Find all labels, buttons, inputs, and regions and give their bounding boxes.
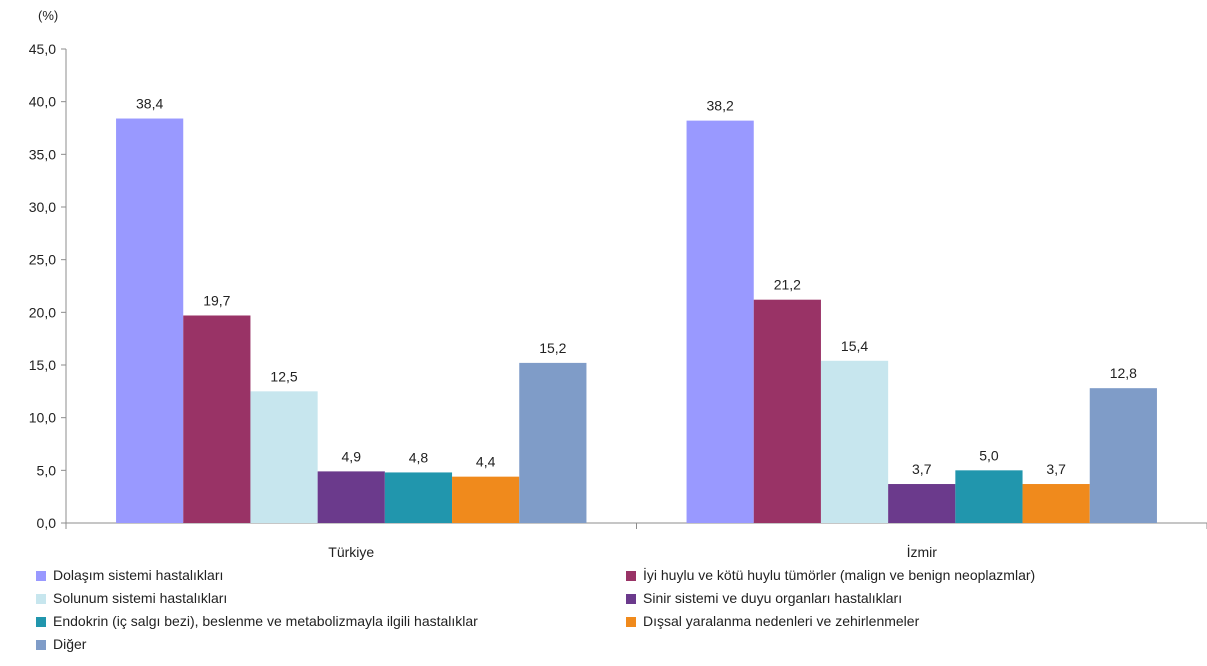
y-tick-label: 20,0 <box>29 304 56 320</box>
bar <box>1089 388 1157 523</box>
bar <box>686 120 754 524</box>
bar-value-label: 3,7 <box>912 461 932 477</box>
legend-item: Diğer <box>36 635 86 653</box>
bar <box>1022 484 1090 523</box>
legend-item: Dışsal yaralanma nedenleri ve zehirlenme… <box>626 612 919 630</box>
y-tick-label: 25,0 <box>29 252 56 268</box>
bar-value-label: 21,2 <box>774 277 801 293</box>
legend-item: Sinir sistemi ve duyu organları hastalık… <box>626 589 902 607</box>
legend-swatch <box>36 594 46 604</box>
bar-value-label: 15,2 <box>539 340 566 356</box>
y-tick-label: 30,0 <box>29 199 56 215</box>
y-tick-label: 10,0 <box>29 410 56 426</box>
bar <box>753 299 821 523</box>
y-tick-label: 0,0 <box>37 515 57 531</box>
y-tick-label: 40,0 <box>29 94 56 110</box>
bar <box>183 315 251 523</box>
bar <box>116 118 184 524</box>
legend-label: Dışsal yaralanma nedenleri ve zehirlenme… <box>643 613 920 629</box>
bar-value-label: 38,2 <box>707 98 734 114</box>
legend-item: İyi huylu ve kötü huylu tümörler (malign… <box>626 566 1035 584</box>
legend-swatch <box>626 594 636 604</box>
x-category-label: Türkiye <box>328 544 374 560</box>
bar-value-label: 4,4 <box>476 454 496 470</box>
legend-item: Solunum sistemi hastalıkları <box>36 589 227 607</box>
bar <box>317 471 385 523</box>
y-tick-label: 35,0 <box>29 146 56 162</box>
legend-swatch <box>36 640 46 650</box>
legend-label: Endokrin (iç salgı bezi), beslenme ve me… <box>53 613 478 629</box>
legend-label: Solunum sistemi hastalıkları <box>53 590 228 606</box>
x-category-label: İzmir <box>907 543 938 560</box>
legend-label: Dolaşım sistemi hastalıkları <box>53 567 224 583</box>
legend-swatch <box>626 571 636 581</box>
bar <box>820 360 889 523</box>
y-unit-label: (%) <box>38 8 58 23</box>
legend-swatch <box>626 617 636 627</box>
bar-value-label: 4,9 <box>342 448 362 464</box>
bar <box>452 476 520 523</box>
y-tick-label: 5,0 <box>37 462 57 478</box>
bar <box>519 362 587 523</box>
bar-value-label: 12,5 <box>270 368 297 384</box>
y-tick-label: 45,0 <box>29 41 56 57</box>
bar-value-label: 4,8 <box>409 449 429 465</box>
y-tick-label: 15,0 <box>29 357 56 373</box>
legend-item: Dolaşım sistemi hastalıkları <box>36 566 223 584</box>
legend-label: Diğer <box>53 636 87 652</box>
bar <box>955 470 1023 523</box>
legend-label: İyi huylu ve kötü huylu tümörler (malign… <box>643 567 1036 583</box>
bar-value-label: 12,8 <box>1110 365 1137 381</box>
bar-value-label: 38,4 <box>136 96 163 112</box>
bar <box>384 472 453 523</box>
bar <box>250 391 318 523</box>
bar-value-label: 19,7 <box>203 292 230 308</box>
legend-swatch <box>36 571 46 581</box>
bar <box>888 484 956 523</box>
legend-item: Endokrin (iç salgı bezi), beslenme ve me… <box>36 612 478 630</box>
bar-value-label: 15,4 <box>841 338 868 354</box>
bar-value-label: 5,0 <box>979 447 999 463</box>
legend-swatch <box>36 617 46 627</box>
legend-label: Sinir sistemi ve duyu organları hastalık… <box>643 590 903 606</box>
bar-value-label: 3,7 <box>1046 461 1066 477</box>
